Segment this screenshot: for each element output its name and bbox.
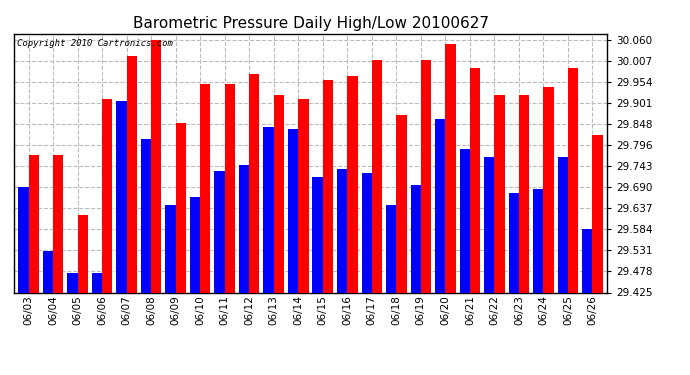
Bar xyxy=(126,56,137,292)
Bar xyxy=(347,75,357,292)
Bar xyxy=(225,84,235,292)
Title: Barometric Pressure Daily High/Low 20100627: Barometric Pressure Daily High/Low 20100… xyxy=(132,16,489,31)
Bar xyxy=(141,139,151,292)
Bar xyxy=(435,119,445,292)
Bar xyxy=(274,96,284,292)
Bar xyxy=(396,116,406,292)
Bar xyxy=(249,74,259,292)
Bar xyxy=(117,101,126,292)
Bar xyxy=(519,96,529,292)
Bar xyxy=(313,177,323,292)
Bar xyxy=(239,165,249,292)
Bar xyxy=(509,193,519,292)
Bar xyxy=(77,215,88,292)
Bar xyxy=(190,197,200,292)
Bar xyxy=(288,129,298,292)
Bar xyxy=(215,171,225,292)
Bar xyxy=(53,155,63,292)
Bar xyxy=(558,157,568,292)
Bar xyxy=(445,44,455,292)
Bar xyxy=(166,205,176,292)
Bar xyxy=(67,273,77,292)
Bar xyxy=(323,80,333,292)
Bar xyxy=(421,60,431,292)
Bar xyxy=(533,189,544,292)
Text: Copyright 2010 Cartronics.com: Copyright 2010 Cartronics.com xyxy=(17,39,172,48)
Bar xyxy=(18,187,28,292)
Bar xyxy=(200,84,210,292)
Bar xyxy=(372,60,382,292)
Bar xyxy=(484,157,495,292)
Bar xyxy=(102,99,112,292)
Bar xyxy=(28,155,39,292)
Bar xyxy=(386,205,396,292)
Bar xyxy=(411,185,421,292)
Bar xyxy=(92,273,102,292)
Bar xyxy=(582,229,593,292)
Bar xyxy=(593,135,603,292)
Bar xyxy=(176,123,186,292)
Bar xyxy=(460,149,470,292)
Bar xyxy=(151,40,161,292)
Bar xyxy=(568,68,578,292)
Bar xyxy=(495,96,504,292)
Bar xyxy=(544,87,554,292)
Bar xyxy=(298,99,308,292)
Bar xyxy=(43,251,53,292)
Bar xyxy=(470,68,480,292)
Bar xyxy=(264,127,274,292)
Bar xyxy=(362,173,372,292)
Bar xyxy=(337,169,347,292)
